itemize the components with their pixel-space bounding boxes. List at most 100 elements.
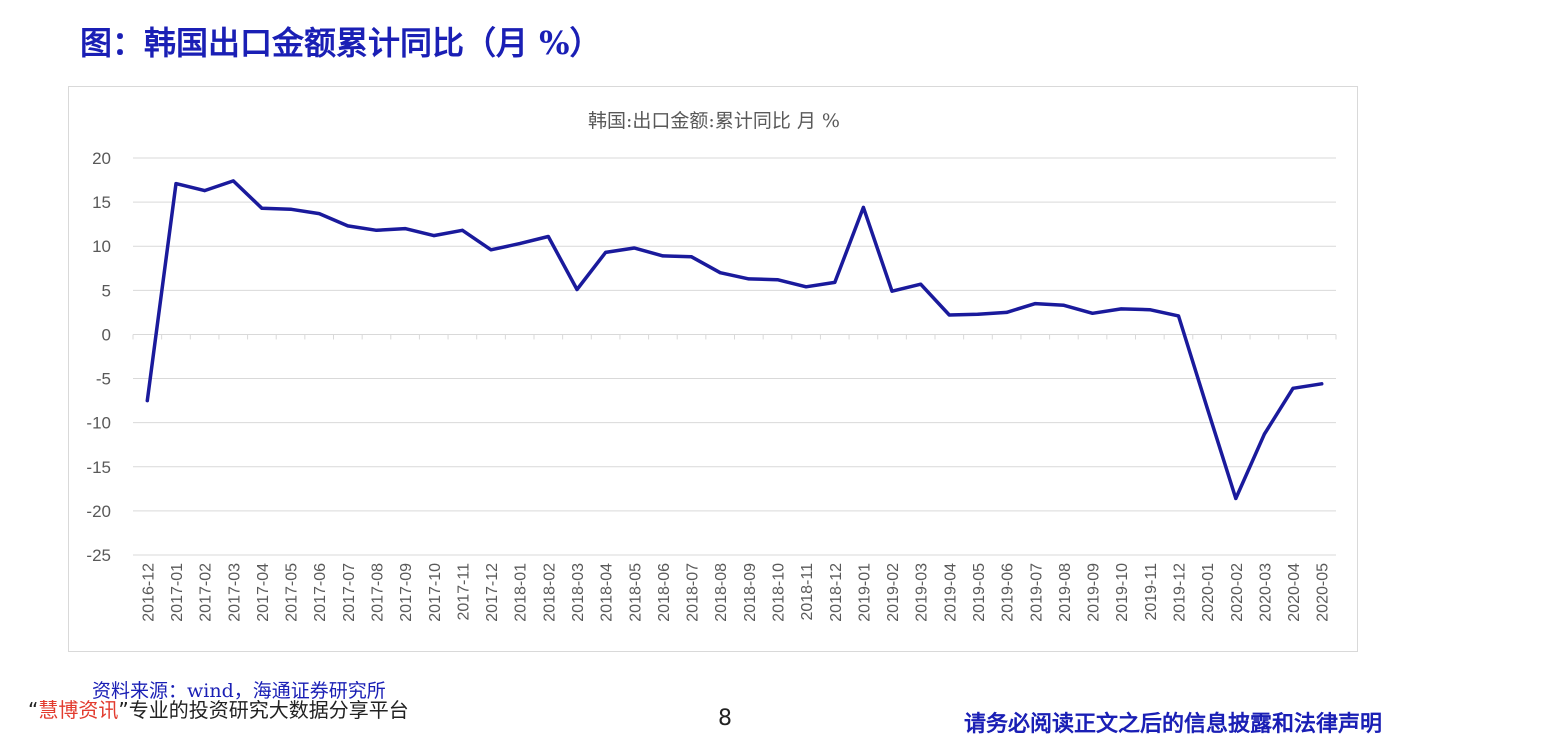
x-tick-label: 2018-05 bbox=[627, 563, 644, 622]
series-layer bbox=[145, 179, 1324, 501]
x-tick-label: 2017-04 bbox=[255, 563, 272, 622]
x-tick-label: 2017-12 bbox=[484, 563, 501, 622]
x-tick-label: 2020-05 bbox=[1315, 563, 1332, 622]
y-tick-label: 0 bbox=[102, 325, 111, 344]
data-point bbox=[203, 189, 207, 193]
series-line bbox=[145, 179, 1324, 501]
x-tick-label: 2018-04 bbox=[599, 563, 616, 622]
x-tick-label: 2018-10 bbox=[770, 563, 787, 622]
data-point bbox=[1062, 303, 1066, 307]
data-point bbox=[833, 280, 837, 284]
data-point bbox=[231, 179, 235, 183]
x-tick-label: 2019-01 bbox=[856, 563, 873, 622]
data-point bbox=[604, 250, 608, 254]
x-tick-label: 2019-08 bbox=[1057, 563, 1074, 622]
data-point bbox=[1005, 310, 1009, 314]
x-tick-label: 2019-12 bbox=[1171, 563, 1188, 622]
x-tick-label: 2017-06 bbox=[312, 563, 329, 622]
data-point bbox=[1148, 308, 1152, 312]
x-tick-label: 2019-04 bbox=[942, 563, 959, 622]
chart-title: 韩国:出口金额:累计同比 月 % bbox=[588, 110, 840, 132]
x-tick-label: 2018-06 bbox=[656, 563, 673, 622]
data-point bbox=[1176, 314, 1180, 318]
x-tick-label: 2018-12 bbox=[828, 563, 845, 622]
y-tick-label: -5 bbox=[96, 370, 111, 389]
data-point bbox=[432, 234, 436, 238]
data-point bbox=[1262, 432, 1266, 436]
x-tick-label: 2018-07 bbox=[685, 563, 702, 622]
data-point bbox=[804, 285, 808, 289]
data-point bbox=[690, 255, 694, 259]
x-tick-label: 2020-01 bbox=[1200, 563, 1217, 622]
data-point bbox=[1291, 386, 1295, 390]
data-point bbox=[747, 277, 751, 281]
data-point bbox=[890, 289, 894, 293]
data-point bbox=[174, 182, 178, 186]
x-tick-label: 2019-06 bbox=[1000, 563, 1017, 622]
data-point bbox=[403, 227, 407, 231]
x-tick-label: 2019-11 bbox=[1143, 563, 1160, 621]
footer-brand: “慧博资讯”专业的投资研究大数据分享平台 bbox=[28, 694, 409, 723]
data-point bbox=[1234, 497, 1238, 501]
data-point bbox=[1119, 307, 1123, 311]
data-point bbox=[976, 312, 980, 316]
data-point bbox=[1033, 302, 1037, 306]
x-tick-label: 2017-10 bbox=[427, 563, 444, 622]
x-tick-label: 2019-05 bbox=[971, 563, 988, 622]
disclaimer: 请务必阅读正文之后的信息披露和法律声明 bbox=[964, 711, 1383, 737]
x-tick-label: 2019-02 bbox=[885, 563, 902, 622]
page-number: 8 bbox=[718, 706, 732, 731]
data-point bbox=[718, 271, 722, 275]
chart-frame bbox=[68, 86, 1358, 652]
x-tick-label: 2017-02 bbox=[198, 563, 215, 622]
y-tick-label: 20 bbox=[92, 149, 111, 168]
x-tick-label: 2017-07 bbox=[341, 563, 358, 622]
y-tick-label: -15 bbox=[86, 458, 111, 477]
y-tick-label: 10 bbox=[92, 237, 111, 256]
brand-tagline: 专业的投资研究大数据分享平台 bbox=[128, 698, 409, 722]
page-title: 图：韩国出口金额累计同比（月 %） bbox=[80, 24, 602, 62]
line-chart: 20 15 10 5 0 -5 -10 -15 -20 -25 2016-12 2017-01 2017… bbox=[86, 149, 1337, 622]
x-tick-label: 2019-09 bbox=[1086, 563, 1103, 622]
x-tick-label: 2020-02 bbox=[1229, 563, 1246, 622]
data-point bbox=[518, 242, 522, 246]
data-point bbox=[632, 246, 636, 250]
x-tick-label: 2018-09 bbox=[742, 563, 759, 622]
x-tick-label: 2017-08 bbox=[369, 563, 386, 622]
data-point bbox=[289, 207, 293, 211]
data-point bbox=[460, 228, 464, 232]
x-tick-label: 2016-12 bbox=[140, 563, 157, 622]
data-point bbox=[919, 282, 923, 286]
x-tick-label: 2017-05 bbox=[284, 563, 301, 622]
y-tick-label: 15 bbox=[92, 193, 111, 212]
y-tick-label: -10 bbox=[86, 414, 111, 433]
data-point bbox=[1091, 311, 1095, 315]
data-point bbox=[775, 278, 779, 282]
brand-quote-open: “ bbox=[28, 698, 39, 722]
x-tick-label: 2018-08 bbox=[713, 563, 730, 622]
data-point bbox=[317, 212, 321, 216]
x-tick-label: 2019-07 bbox=[1028, 563, 1045, 622]
x-tick-label: 2019-10 bbox=[1114, 563, 1131, 622]
x-tick-label: 2017-01 bbox=[169, 563, 186, 622]
x-tick-label: 2018-03 bbox=[570, 563, 587, 622]
y-tick-label: -20 bbox=[86, 502, 111, 521]
data-point bbox=[575, 287, 579, 291]
data-point bbox=[145, 399, 149, 403]
x-tick-label: 2018-11 bbox=[799, 563, 816, 621]
x-tick-label: 2017-09 bbox=[398, 563, 415, 622]
x-tick-label: 2017-11 bbox=[455, 563, 472, 621]
data-point bbox=[546, 235, 550, 239]
source-note: 资料来源：wind，海通证券研究所 bbox=[92, 680, 386, 702]
data-point bbox=[260, 206, 264, 210]
brand-name: 慧博资讯 bbox=[38, 698, 119, 722]
data-point bbox=[489, 248, 493, 252]
x-tick-label: 2020-04 bbox=[1286, 563, 1303, 622]
data-point bbox=[661, 254, 665, 258]
y-tick-label: 5 bbox=[102, 281, 111, 300]
brand-quote-close: ” bbox=[118, 698, 129, 722]
data-point bbox=[1205, 406, 1209, 410]
axes: 20 15 10 5 0 -5 -10 -15 -20 -25 2016-12 2017-01 2017… bbox=[86, 149, 1337, 622]
x-tick-label: 2017-03 bbox=[226, 563, 243, 622]
x-tick-label: 2020-03 bbox=[1257, 563, 1274, 622]
